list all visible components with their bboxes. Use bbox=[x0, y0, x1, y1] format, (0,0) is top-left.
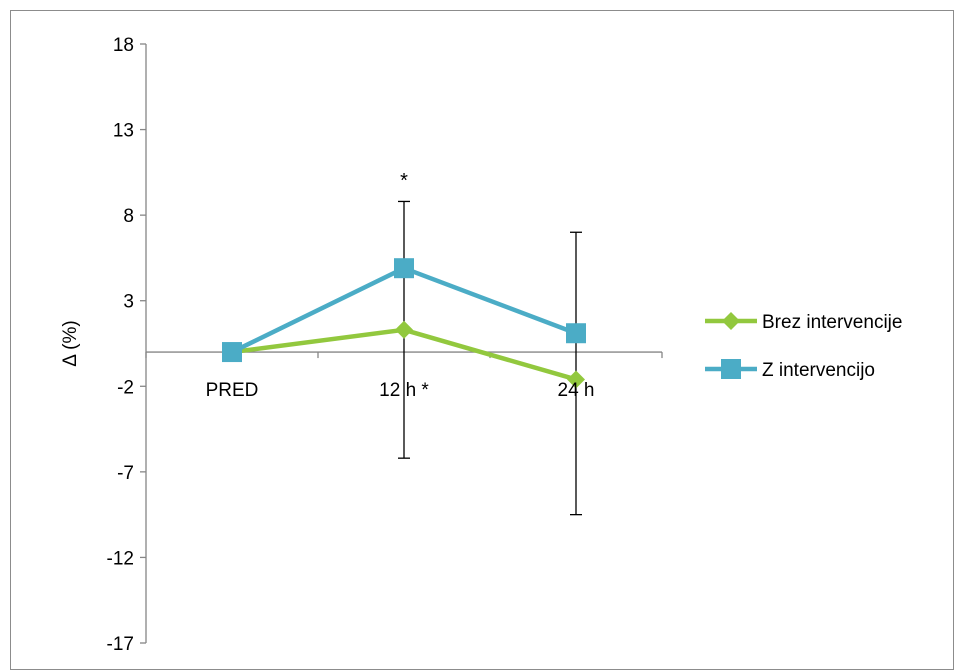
y-tick-label: -17 bbox=[107, 634, 134, 655]
legend-marker bbox=[721, 359, 741, 379]
legend: Brez intervencije Z intervencijo bbox=[705, 312, 902, 381]
x-tick-label: PRED bbox=[206, 380, 259, 401]
x-tick-label: 24 h bbox=[558, 380, 595, 401]
y-tick-label: -7 bbox=[117, 463, 134, 484]
significance-annotation: * bbox=[400, 170, 408, 192]
series-layer bbox=[222, 258, 586, 389]
axes bbox=[140, 43, 663, 644]
x-tick-label: 12 h * bbox=[379, 380, 429, 401]
data-point bbox=[567, 370, 585, 389]
data-point bbox=[566, 323, 586, 344]
y-axis-title: Δ (%) bbox=[60, 320, 81, 366]
data-point bbox=[222, 342, 242, 363]
data-point bbox=[395, 320, 413, 339]
legend-marker bbox=[722, 312, 740, 330]
y-tick-label: 3 bbox=[123, 292, 134, 313]
chart-frame bbox=[10, 10, 954, 670]
data-point bbox=[394, 258, 414, 279]
y-tick-label: 13 bbox=[113, 121, 134, 142]
y-tick-label: -2 bbox=[117, 377, 134, 398]
y-tick-label: 8 bbox=[123, 206, 134, 227]
legend-entry: Z intervencijo bbox=[762, 360, 875, 381]
y-tick-label: 18 bbox=[113, 35, 134, 56]
labels: 18 13 8 3 -2 -7 -12 -17 PRED 12 h * 24 h Δ (%) * bbox=[60, 35, 594, 655]
legend-entry: Brez intervencije bbox=[762, 312, 902, 333]
y-tick-label: -12 bbox=[107, 548, 134, 569]
